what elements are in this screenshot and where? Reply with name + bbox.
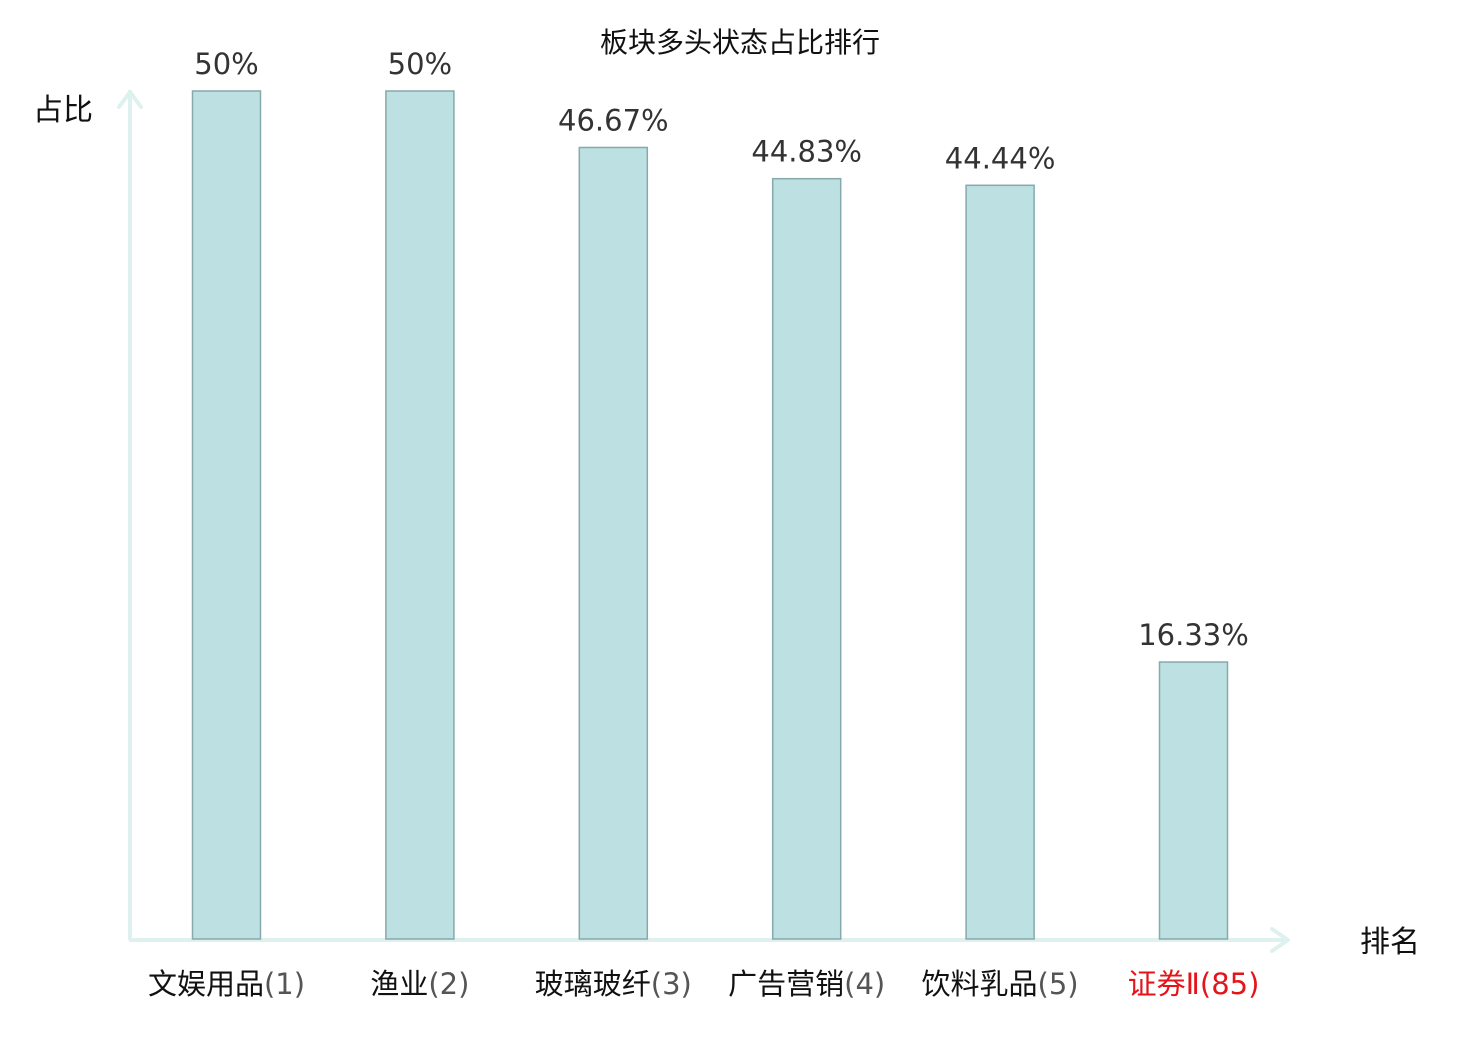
bar-value-label: 50%	[388, 47, 452, 81]
category-rank: (4)	[844, 967, 885, 1001]
category-name: 证券Ⅱ	[1128, 967, 1200, 1001]
bar-value-label: 44.83%	[751, 135, 862, 169]
y-axis-arrow	[117, 90, 143, 109]
category-rank: (3)	[651, 967, 692, 1001]
bar-value-label: 50%	[194, 47, 258, 81]
category-label: 证券Ⅱ(85)	[1128, 967, 1260, 1001]
category-name: 文娱用品	[148, 967, 264, 1001]
category-label: 饮料乳品(5)	[922, 967, 1079, 1001]
x-axis-title: 排名	[1360, 925, 1420, 960]
bar	[385, 90, 455, 940]
bar	[191, 90, 262, 940]
bar-value-label: 46.67%	[558, 103, 669, 137]
category-rank: (2)	[428, 967, 469, 1001]
chart-title: 板块多头状态占比排行	[600, 26, 880, 59]
bar	[578, 146, 649, 940]
category-rank: (85)	[1200, 967, 1260, 1001]
x-axis-arrow	[1270, 927, 1290, 953]
category-label: 广告营销(4)	[728, 967, 885, 1001]
bar	[771, 177, 842, 940]
category-labels-group: 文娱用品(1) 渔业(2) 玻璃玻纤(3) 广告营销(4) 饮料乳品(5) 证券Ⅱ(85)	[148, 967, 1259, 1001]
category-rank: (5)	[1038, 967, 1079, 1001]
category-label: 玻璃玻纤(3)	[535, 967, 692, 1001]
category-name: 广告营销	[728, 967, 844, 1001]
bar-value-label: 16.33%	[1138, 618, 1249, 652]
category-label: 文娱用品(1)	[148, 967, 305, 1001]
y-axis-title: 占比	[33, 93, 93, 128]
category-name: 饮料乳品	[922, 967, 1038, 1001]
category-rank: (1)	[264, 967, 305, 1001]
bar-value-label: 44.44%	[945, 141, 1056, 175]
category-name: 玻璃玻纤	[535, 967, 651, 1001]
bar	[1158, 661, 1229, 940]
bars-group	[191, 90, 1229, 940]
axes	[117, 90, 1290, 953]
category-name: 渔业	[370, 967, 428, 1001]
category-label: 渔业(2)	[370, 967, 469, 1001]
bar	[965, 184, 1035, 940]
value-labels-group: 50% 50% 46.67% 44.83% 44.44% 16.33%	[194, 47, 1249, 652]
